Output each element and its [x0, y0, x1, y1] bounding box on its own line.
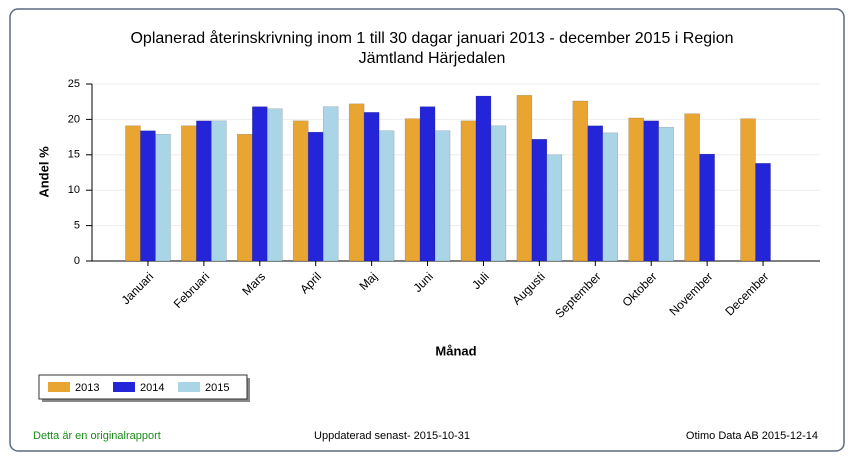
bar	[643, 120, 659, 262]
bar	[348, 103, 365, 262]
bar	[404, 118, 421, 262]
y-tick-label: 15	[68, 149, 80, 161]
legend-label: 2013	[75, 382, 99, 394]
bar	[755, 163, 771, 262]
bar	[155, 134, 171, 262]
x-axis-label: Månad	[435, 343, 476, 358]
y-tick-label: 0	[74, 255, 80, 267]
bar	[546, 154, 563, 262]
bar	[490, 125, 507, 262]
bar	[475, 95, 492, 262]
bar	[460, 120, 477, 262]
bar	[211, 120, 227, 262]
y-tick-label: 5	[74, 220, 80, 232]
bar	[125, 125, 141, 262]
bar	[252, 106, 268, 262]
bar	[196, 120, 212, 262]
bar	[602, 132, 619, 262]
bar	[684, 113, 700, 262]
bar	[378, 130, 395, 262]
footer-source: Otimo Data AB 2015-12-14	[686, 430, 818, 442]
bar	[516, 95, 533, 262]
bar	[587, 125, 604, 262]
y-tick-label: 20	[68, 113, 80, 125]
y-tick-label: 25	[68, 78, 80, 90]
legend-swatch	[113, 382, 135, 392]
bar	[699, 153, 715, 262]
bar	[237, 134, 253, 262]
footer-note: Detta är en originalrapport	[33, 430, 161, 442]
legend-label: 2014	[140, 382, 164, 394]
footer-updated: Uppdaterad senast- 2015-10-31	[314, 430, 470, 442]
bar	[267, 108, 283, 262]
chart-title: Oplanerad återinskrivning inom 1 till 30…	[130, 29, 733, 47]
y-tick-label: 10	[68, 184, 80, 196]
bar	[628, 117, 644, 262]
chart-title: Jämtland Härjedalen	[359, 50, 506, 67]
bar	[307, 131, 324, 262]
y-axis-label: Andel %	[36, 146, 51, 198]
legend	[38, 374, 248, 400]
bar	[292, 120, 309, 262]
legend-label: 2015	[205, 382, 229, 394]
bar	[740, 118, 756, 262]
bar	[322, 106, 339, 262]
bar	[531, 138, 548, 262]
bar	[419, 106, 436, 262]
bar	[363, 112, 380, 262]
legend-swatch	[178, 382, 200, 392]
bar	[181, 125, 197, 262]
bar	[434, 130, 451, 262]
bar	[572, 100, 589, 262]
bar	[140, 130, 156, 262]
bar	[658, 126, 674, 262]
legend-swatch	[48, 382, 70, 392]
